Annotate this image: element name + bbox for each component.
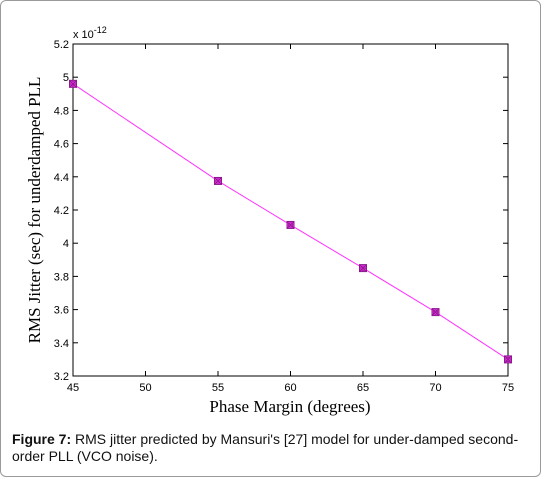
y-tick-label: 3.4 xyxy=(54,338,69,350)
caption-text: RMS jitter predicted by Mansuri's [27] m… xyxy=(12,431,519,464)
data-point xyxy=(286,220,295,229)
y-tick-label: 4.4 xyxy=(54,172,69,184)
y-axis-title: RMS Jitter (sec) for underdamped PLL xyxy=(25,77,44,344)
x-tick-label: 60 xyxy=(284,382,296,394)
x-tick-label: 55 xyxy=(212,382,224,394)
y-tick-label: 4.6 xyxy=(54,139,69,151)
x-tick-label: 70 xyxy=(429,382,441,394)
y-axis: 3.2 3.4 3.6 3.8 4 4.2 4.4 4.6 4.8 5 5.2 xyxy=(54,39,508,383)
data-point xyxy=(214,176,222,185)
caption-label: Figure 7: xyxy=(12,431,72,447)
y-tick-label: 3.2 xyxy=(54,371,69,383)
series-line xyxy=(72,83,509,360)
data-point xyxy=(431,308,440,317)
y-exponent-label: x 10-12 xyxy=(73,25,107,41)
data-point xyxy=(504,355,512,364)
x-tick-label: 65 xyxy=(357,382,369,394)
y-tick-label: 4.2 xyxy=(54,205,69,217)
y-tick-label: 5.2 xyxy=(54,39,69,51)
y-tick-label: 5 xyxy=(63,72,69,84)
data-point xyxy=(359,264,367,273)
series-layer xyxy=(69,79,512,364)
x-tick-label: 45 xyxy=(67,382,79,394)
figure-caption: Figure 7: RMS jitter predicted by Mansur… xyxy=(12,431,532,465)
x-axis-title: Phase Margin (degrees) xyxy=(209,397,370,416)
data-point xyxy=(69,79,77,88)
x-axis: 45 50 55 60 65 70 75 xyxy=(67,44,514,394)
jitter-chart: 45 50 55 60 65 70 75 3.2 3.4 3.6 3.8 4 4.2 4.4 4.6 4.8… xyxy=(25,25,514,416)
plot-area xyxy=(72,43,509,377)
x-tick-label: 75 xyxy=(502,382,514,394)
x-tick-label: 50 xyxy=(139,382,151,394)
y-tick-label: 4.8 xyxy=(54,105,69,117)
y-tick-label: 4 xyxy=(63,238,69,250)
y-tick-label: 3.8 xyxy=(54,271,69,283)
y-tick-label: 3.6 xyxy=(54,305,69,317)
